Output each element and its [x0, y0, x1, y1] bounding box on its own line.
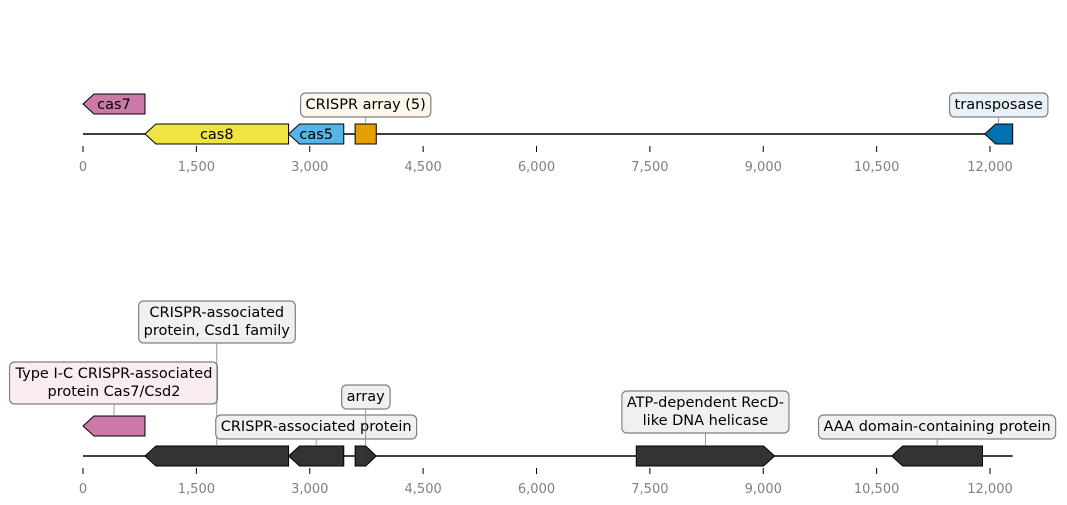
tick-label: 4,500 [405, 482, 442, 497]
feature-aaa-domain-containing-protein[interactable]: AAA domain-containing protein [817, 414, 1057, 467]
tick-label: 4,500 [405, 160, 442, 175]
feature-atp-dependent-recd-like-dna-helicase[interactable]: ATP-dependent RecD-like DNA helicase [621, 390, 790, 467]
feature-transposase-arrow[interactable] [983, 123, 1014, 145]
feature-type-i-c-crispr-associated-protein-cas7-csd2-label-frame [8, 361, 219, 405]
feature-aaa-domain-containing-protein-arrow[interactable] [890, 445, 983, 467]
track-2-axis: 0 1,500 3,000 4,500 6,000 7,500 9,000 10,500 12,… [79, 468, 1013, 497]
tick-label: 12,000 [967, 482, 1013, 497]
tick-label: 10,500 [854, 160, 900, 175]
feature-crispr-array-5-label-box: CRISPR array (5) [299, 92, 432, 124]
tick-label: 1,500 [178, 160, 215, 175]
feature-crispr-associated-protein-arrow[interactable] [287, 445, 345, 467]
feature-cas7[interactable]: cas7 [82, 93, 146, 115]
feature-crispr-associated-protein-csd1-family-arrow[interactable] [144, 445, 290, 467]
tick-label: 3,000 [291, 482, 328, 497]
tick-label: 3,000 [291, 160, 328, 175]
feature-transposase[interactable]: transposase [948, 92, 1049, 145]
feature-cas8-arrow[interactable] [144, 123, 290, 145]
tick-label: 9,000 [745, 482, 782, 497]
feature-cas8[interactable]: cas8 [144, 123, 290, 145]
feature-cas7-label: cas7 [97, 97, 131, 113]
feature-crispr-array-5-label-frame [299, 92, 432, 118]
tick-label: 10,500 [854, 482, 900, 497]
feature-atp-dependent-recd-like-dna-helicase-label-text: ATP-dependent RecD-like DNA helicase [627, 395, 784, 429]
feature-array-label-frame [341, 384, 391, 410]
tick-label: 6,000 [518, 482, 555, 497]
feature-crispr-array-5-label-text: CRISPR array (5) [306, 97, 426, 113]
track-1-axis: 0 1,500 3,000 4,500 6,000 7,500 9,000 10,500 12,… [79, 146, 1013, 175]
feature-atp-dependent-recd-like-dna-helicase-arrow[interactable] [635, 445, 776, 467]
feature-transposase-label-text: transposase [955, 97, 1043, 113]
feature-crispr-associated-protein-csd1-family-label-frame [138, 300, 296, 344]
feature-atp-dependent-recd-like-dna-helicase-label-box: ATP-dependent RecD-like DNA helicase [621, 390, 790, 446]
feature-atp-dependent-recd-like-dna-helicase-label-frame [621, 390, 790, 434]
feature-transposase-label-frame [948, 92, 1049, 118]
feature-aaa-domain-containing-protein-label-text: AAA domain-containing protein [824, 419, 1051, 435]
feature-type-i-c-crispr-associated-protein-cas7-csd2-label-box: Type I-C CRISPR-associated protein Cas7/C… [8, 361, 219, 416]
feature-crispr-array-5-arrow[interactable] [354, 123, 377, 145]
feature-cas5[interactable]: cas5 [287, 123, 345, 145]
feature-crispr-associated-protein-label-text: CRISPR-associated protein [221, 419, 412, 435]
feature-array[interactable]: array [341, 384, 391, 467]
tick-label: 7,500 [631, 482, 668, 497]
feature-type-i-c-crispr-associated-protein-cas7-csd2-label-text: Type I-C CRISPR-associated protein Cas7/C… [15, 366, 213, 400]
feature-type-i-c-crispr-associated-protein-cas7-csd2[interactable]: Type I-C CRISPR-associated protein Cas7/C… [8, 361, 219, 437]
feature-transposase-label-box: transposase [948, 92, 1049, 124]
feature-array-arrow[interactable] [354, 445, 377, 467]
feature-crispr-associated-protein-label-box: CRISPR-associated protein [215, 414, 418, 446]
tick-label: 0 [79, 482, 87, 497]
tick-label: 12,000 [967, 160, 1013, 175]
feature-crispr-associated-protein-csd1-family[interactable]: CRISPR-associated protein, Csd1 family [138, 300, 296, 467]
feature-crispr-associated-protein-csd1-family-label-text: CRISPR-associated protein, Csd1 family [144, 305, 291, 339]
feature-cas7-arrow[interactable] [82, 93, 146, 115]
feature-array-label-box: array [341, 384, 391, 446]
tick-label: 7,500 [631, 160, 668, 175]
tick-label: 6,000 [518, 160, 555, 175]
feature-cas5-label: cas5 [299, 127, 333, 143]
feature-crispr-associated-protein-csd1-family-label-box: CRISPR-associated protein, Csd1 family [138, 300, 296, 446]
feature-crispr-associated-protein-label-frame [215, 414, 418, 440]
tick-label: 0 [79, 160, 87, 175]
feature-cas5-arrow[interactable] [287, 123, 345, 145]
feature-crispr-array-5[interactable]: CRISPR array (5) [299, 92, 432, 145]
tick-label: 9,000 [745, 160, 782, 175]
feature-cas8-label: cas8 [200, 127, 234, 143]
feature-type-i-c-crispr-associated-protein-cas7-csd2-arrow[interactable] [82, 415, 146, 437]
track-1: 0 1,500 3,000 4,500 6,000 7,500 9,000 10,500 12,… [79, 92, 1049, 175]
feature-aaa-domain-containing-protein-label-frame [817, 414, 1057, 440]
track-2: 0 1,500 3,000 4,500 6,000 7,500 9,000 10,500 12,… [8, 300, 1057, 497]
feature-aaa-domain-containing-protein-label-box: AAA domain-containing protein [817, 414, 1057, 446]
feature-array-label-text: array [347, 389, 385, 405]
feature-crispr-associated-protein[interactable]: CRISPR-associated protein [215, 414, 418, 467]
tick-label: 1,500 [178, 482, 215, 497]
